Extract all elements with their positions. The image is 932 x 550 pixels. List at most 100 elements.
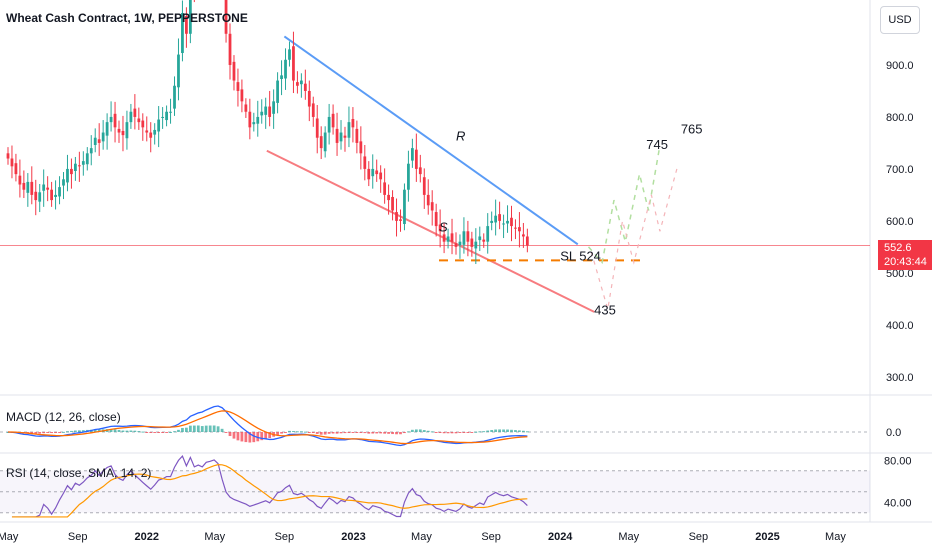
macd-histogram-bar — [323, 432, 327, 435]
macd-histogram-bar — [359, 432, 363, 433]
macd-histogram-bar — [192, 425, 196, 432]
time-tick-label: May — [204, 531, 225, 543]
macd-histogram-bar — [391, 432, 394, 435]
macd-histogram-bar — [66, 431, 69, 433]
candle — [256, 116, 260, 124]
macd-histogram-bar — [331, 432, 335, 434]
candle — [268, 106, 272, 117]
macd-histogram-bar — [93, 429, 97, 432]
macd-histogram-bar — [462, 432, 466, 433]
macd-histogram-bar — [458, 432, 462, 434]
candle — [296, 82, 299, 86]
candle — [359, 141, 363, 154]
macd-histogram-bar — [137, 431, 141, 433]
currency-selector[interactable]: USD — [880, 6, 920, 34]
candle — [327, 116, 331, 133]
macd-histogram-bar — [339, 432, 343, 434]
price-tick-label: 600.0 — [886, 216, 914, 228]
candle — [224, 0, 228, 34]
candle — [70, 168, 73, 175]
macd-histogram-bar — [486, 430, 490, 432]
candle — [280, 75, 283, 79]
candle — [502, 223, 505, 225]
candle — [38, 192, 42, 202]
candle — [137, 118, 141, 123]
candle — [426, 194, 430, 206]
macd-histogram-bar — [125, 430, 129, 432]
candle — [339, 132, 343, 142]
candle — [379, 172, 383, 180]
macd-histogram-bar — [264, 432, 268, 439]
candle — [50, 189, 53, 201]
candle — [228, 33, 232, 65]
candle — [430, 202, 434, 211]
candle — [494, 215, 498, 223]
candle — [121, 130, 125, 136]
candle — [450, 233, 454, 242]
candle — [14, 163, 18, 175]
candle — [383, 182, 387, 195]
macd-histogram-bar — [157, 432, 161, 433]
macd-histogram-bar — [387, 432, 390, 434]
candle — [299, 80, 303, 85]
candle — [188, 0, 192, 34]
candle — [525, 236, 529, 246]
rsi-legend[interactable]: RSI (14, close, SMA, 14, 2) — [6, 466, 152, 480]
macd-histogram-bar — [422, 430, 426, 432]
candle — [462, 231, 466, 245]
macd-histogram-bar — [109, 428, 113, 432]
candle — [438, 224, 442, 232]
time-tick-label: 2024 — [548, 531, 573, 543]
macd-histogram-bar — [303, 431, 307, 433]
macd-histogram-bar — [407, 431, 410, 433]
macd-histogram-bar — [299, 431, 303, 433]
macd-histogram-bar — [46, 432, 50, 433]
price-tick-label: 700.0 — [886, 164, 914, 176]
macd-histogram-bar — [62, 431, 65, 433]
macd-histogram-bar — [133, 430, 137, 432]
candle — [181, 12, 184, 54]
macd-histogram-bar — [129, 430, 133, 432]
candle — [319, 136, 323, 149]
candle — [391, 196, 394, 211]
candle — [248, 111, 252, 128]
candle — [117, 128, 121, 133]
candle — [157, 119, 161, 132]
lower-trendline — [266, 149, 595, 313]
macd-histogram-bar — [315, 432, 319, 434]
macd-histogram-bar — [311, 432, 315, 433]
macd-legend[interactable]: MACD (12, 26, close) — [6, 410, 121, 424]
candle — [363, 156, 367, 169]
macd-histogram-bar — [121, 430, 125, 432]
rsi-sma-line — [11, 464, 528, 518]
time-tick-label: 2023 — [341, 531, 365, 543]
macd-tick-label: 0.0 — [886, 427, 901, 439]
candle — [93, 137, 97, 146]
candle — [133, 108, 137, 117]
price-tick-label: 400.0 — [886, 320, 914, 332]
candle — [18, 175, 22, 185]
candle — [81, 161, 85, 165]
candle — [101, 132, 105, 142]
macd-histogram-bar — [307, 432, 311, 433]
last-price-value: 552.6 — [884, 242, 912, 254]
candle — [307, 90, 311, 107]
candle — [145, 130, 149, 133]
candle — [506, 220, 509, 224]
macd-histogram-bar — [525, 431, 529, 433]
macd-histogram-bar — [181, 427, 184, 432]
macd-histogram-bar — [34, 432, 38, 434]
macd-histogram-bar — [502, 429, 505, 432]
candle — [446, 236, 450, 242]
candle — [6, 153, 10, 159]
macd-histogram-bar — [319, 432, 323, 435]
macd-histogram-bar — [141, 431, 145, 433]
macd-histogram-bar — [169, 431, 172, 433]
macd-histogram-bar — [522, 430, 525, 432]
macd-histogram-bar — [490, 429, 494, 432]
macd-histogram-bar — [81, 430, 85, 432]
macd-histogram-bar — [212, 425, 216, 432]
macd-histogram-bar — [54, 432, 57, 433]
